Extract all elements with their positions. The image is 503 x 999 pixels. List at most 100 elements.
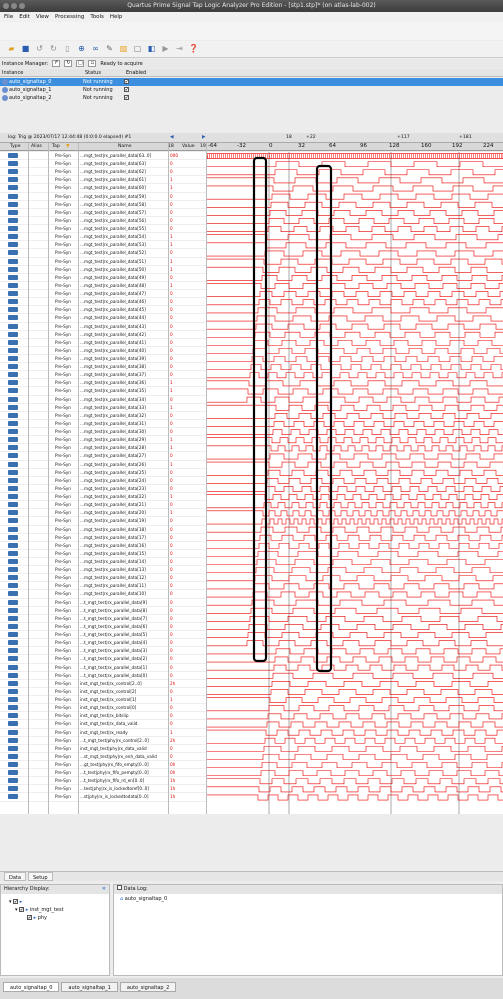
signal-row[interactable]: Pre-Syn ...t_test|phy|rx_fifo_pempty[0..0…: [0, 769, 207, 778]
signal-row[interactable]: Pre-Syn ...mgt_test|rx_parallel_data[36] 1: [0, 379, 207, 388]
signal-row[interactable]: Pre-Syn ...mgt_test|rx_parallel_data[26] 1: [0, 461, 207, 469]
signal-row[interactable]: Pre-Syn inst_mgt_test|phy|rx_data_valid 0: [0, 745, 207, 753]
enabled-checkbox[interactable]: ✔: [124, 79, 129, 84]
signal-row[interactable]: Pre-Syn ...mgt_test|rx_parallel_data[50] 1: [0, 266, 207, 274]
signal-row[interactable]: Pre-Syn ...mgt_test|rx_parallel_data[25] 0: [0, 469, 207, 477]
signal-row[interactable]: Pre-Syn ...mgt_test|rx_parallel_data[18] 0: [0, 526, 207, 534]
signal-row[interactable]: Pre-Syn ...mgt_test|rx_parallel_data[16] 0: [0, 542, 207, 550]
signal-row[interactable]: Pre-Syn ...mgt_test|rx_parallel_data[40] 0: [0, 347, 207, 355]
window-controls[interactable]: [3, 3, 25, 9]
signal-row[interactable]: Pre-Syn ...mgt_test|rx_parallel_data[61] 1: [0, 176, 207, 185]
checkbox[interactable]: ✔: [27, 915, 32, 920]
signal-row[interactable]: Pre-Syn inst_mgt_test|rx_bitslip 0: [0, 712, 207, 721]
signal-row[interactable]: Pre-Syn ...mgt_test|rx_parallel_data[28] 1: [0, 444, 207, 453]
hierarchy-item[interactable]: ▾ ✔ ▸ inst_mgt_test: [15, 907, 64, 913]
menu-processing[interactable]: Processing: [54, 14, 85, 20]
signal-row[interactable]: Pre-Syn ...gt_test|phy|rx_fifo_empty[0..0…: [0, 761, 207, 770]
signal-row[interactable]: Pre-Syn ...mgt_test|rx_parallel_data[12] 0: [0, 574, 207, 583]
run-analysis-button[interactable]: ↱: [52, 60, 61, 67]
signal-row[interactable]: Pre-Syn ...mgt_test|rx_parallel_data[59] 0: [0, 193, 207, 201]
scroll-left-icon[interactable]: ◀: [170, 135, 174, 140]
signal-row[interactable]: Pre-Syn ...t_test|phy|rx_fifo_rd_en[0..0]…: [0, 777, 207, 786]
signal-row[interactable]: Pre-Syn ...mgt_test|rx_parallel_data[29] 1: [0, 436, 207, 445]
data-log-item[interactable]: ⌂ auto_signaltap_0: [120, 896, 168, 902]
menu-tools[interactable]: Tools: [90, 14, 104, 20]
signal-row[interactable]: Pre-Syn ...mgt_test|rx_parallel_data[35] 1: [0, 387, 207, 396]
signal-row[interactable]: Pre-Syn inst_mgt_test|rx_control[2] 0: [0, 688, 207, 697]
signal-row[interactable]: Pre-Syn ...t_mgt_test|rx_parallel_data[5]…: [0, 631, 207, 640]
tab-auto-signaltap-0[interactable]: auto_signaltap_0: [3, 982, 60, 992]
hierarchy-item[interactable]: ✔ ▸ phy: [27, 915, 48, 921]
signal-row[interactable]: Pre-Syn ...mgt_test|rx_parallel_data[33] 1: [0, 404, 207, 412]
signal-row[interactable]: Pre-Syn inst_mgt_test|rx_ready 1: [0, 729, 207, 737]
menu-help[interactable]: Help: [109, 14, 123, 20]
signal-row[interactable]: Pre-Syn ...mgt_test|rx_parallel_data[49] 0: [0, 274, 207, 282]
filter-icon[interactable]: ▼: [66, 144, 70, 149]
signal-row[interactable]: Pre-Syn ...mgt_test|rx_parallel_data[34] 0: [0, 396, 207, 404]
minimize-window-icon[interactable]: [11, 3, 17, 9]
signal-row[interactable]: Pre-Syn inst_mgt_test|rx_control[1] 1: [0, 696, 207, 705]
signal-row[interactable]: Pre-Syn ...mgt_test|rx_parallel_data[15] 0: [0, 550, 207, 558]
signal-row[interactable]: Pre-Syn ...mgt_test|rx_parallel_data[39] 0: [0, 355, 207, 364]
tab-auto-signaltap-1[interactable]: auto_signaltap_1: [61, 982, 118, 992]
stop-analysis-button[interactable]: □: [76, 60, 85, 67]
signal-row[interactable]: Pre-Syn ...mgt_test|rx_parallel_data[42] 0: [0, 331, 207, 339]
maximize-window-icon[interactable]: [19, 3, 25, 9]
signal-row[interactable]: Pre-Syn ...mgt_test|rx_parallel_data[19] 0: [0, 517, 207, 526]
checkbox[interactable]: ✔: [13, 899, 19, 904]
close-icon[interactable]: ✕: [101, 886, 106, 892]
signal-row[interactable]: Pre-Syn ...mgt_test|rx_parallel_data[58] 0: [0, 201, 207, 209]
signal-row[interactable]: Pre-Syn ...mgt_test|rx_parallel_data[54] 1: [0, 233, 207, 242]
signal-row[interactable]: Pre-Syn ...mgt_test|rx_parallel_data[46] 0: [0, 298, 207, 307]
signal-row[interactable]: Pre-Syn ...mgt_test|rx_parallel_data[31] 0: [0, 420, 207, 429]
undo-icon[interactable]: ↺: [36, 44, 43, 53]
save-icon[interactable]: ■: [21, 44, 30, 53]
signal-row[interactable]: Pre-Syn ...mgt_test|rx_parallel_data[51] 1: [0, 258, 207, 266]
redo-icon[interactable]: ↻: [50, 44, 57, 53]
signal-row[interactable]: Pre-Syn ...mgt_test|rx_parallel_data[53] 1: [0, 241, 207, 250]
settings-icon[interactable]: ✎: [106, 44, 113, 53]
signal-row[interactable]: Pre-Syn inst_mgt_test|rx_control[0] 0: [0, 704, 207, 713]
help-icon[interactable]: ❓: [188, 44, 199, 53]
instance-row[interactable]: auto_signaltap_2 Not running ✔: [0, 94, 503, 102]
signal-row[interactable]: Pre-Syn ...mgt_test|rx_parallel_data[44] 0: [0, 314, 207, 323]
signal-row[interactable]: Pre-Syn ...mgt_test|rx_parallel_data[37] 0: [0, 371, 207, 380]
signal-row[interactable]: Pre-Syn ...t_mgt_test|rx_parallel_data[2]…: [0, 655, 207, 664]
signal-row[interactable]: Pre-Syn ...t_mgt_test|phy|rx_control[2..0…: [0, 737, 207, 745]
menu-view[interactable]: View: [35, 14, 49, 20]
signal-row[interactable]: Pre-Syn ...mgt_test|rx_parallel_data[24] 0: [0, 477, 207, 485]
hierarchy-root[interactable]: ▾ ✔ ▸: [9, 899, 23, 905]
signal-row[interactable]: Pre-Syn ...t_mgt_test|rx_parallel_data[3]…: [0, 647, 207, 656]
signal-row[interactable]: Pre-Syn ...mgt_test|rx_parallel_data[27] 0: [0, 452, 207, 461]
signal-row[interactable]: Pre-Syn ...mgt_test|rx_parallel_data[11] 0: [0, 582, 207, 591]
signal-row[interactable]: Pre-Syn ...mgt_test|rx_parallel_data[38] 0: [0, 363, 207, 372]
device-icon[interactable]: ◧: [147, 44, 156, 53]
enabled-checkbox[interactable]: ✔: [124, 95, 129, 100]
signal-row[interactable]: Pre-Syn ...mgt_test|rx_parallel_data[60] 1: [0, 184, 207, 193]
data-log-checkbox[interactable]: [117, 885, 122, 890]
signal-row[interactable]: Pre-Syn ...mgt_test|rx_parallel_data[22] 1: [0, 493, 207, 502]
signal-row[interactable]: Pre-Syn inst_mgt_test|rx_control[2..0] 2h: [0, 680, 207, 688]
signal-row[interactable]: Pre-Syn ...mgt_test|rx_parallel_data[57] 0: [0, 209, 207, 217]
tab-data[interactable]: Data: [4, 872, 26, 881]
signal-row[interactable]: Pre-Syn ...mgt_test|rx_parallel_data[32] 0: [0, 412, 207, 420]
close-window-icon[interactable]: [3, 3, 9, 9]
signal-row[interactable]: Pre-Syn ...t_mgt_test|rx_parallel_data[1]…: [0, 664, 207, 672]
tab-auto-signaltap-2[interactable]: auto_signaltap_2: [119, 982, 177, 992]
signal-row[interactable]: Pre-Syn ...mgt_test|rx_parallel_data[56] 0: [0, 217, 207, 226]
signal-row[interactable]: Pre-Syn inst_mgt_test|rx_data_valid 0: [0, 720, 207, 729]
checkbox[interactable]: ✔: [19, 907, 25, 912]
signal-row[interactable]: Pre-Syn ...test|phy|rx_is_lockedtoref[0..…: [0, 785, 207, 794]
signal-icon[interactable]: ▢: [133, 44, 142, 53]
signal-row[interactable]: Pre-Syn ...mgt_test|rx_parallel_data[20] 1: [0, 509, 207, 518]
signal-row[interactable]: Pre-Syn ...mgt_test|rx_parallel_data[17] 0: [0, 534, 207, 542]
instance-row[interactable]: auto_signaltap_1 Not running ✔: [0, 86, 503, 94]
signal-row[interactable]: Pre-Syn ...t_mgt_test|rx_parallel_data[4]…: [0, 639, 207, 648]
scroll-right-icon[interactable]: ▶: [202, 135, 206, 140]
signal-row[interactable]: Pre-Syn ...mgt_test|rx_parallel_data[55] 0: [0, 225, 207, 234]
read-data-button[interactable]: ▫: [88, 60, 97, 67]
signal-row[interactable]: Pre-Syn ...mgt_test|rx_parallel_data[63] 0: [0, 160, 207, 169]
signal-row[interactable]: Pre-Syn ...t_mgt_test|rx_parallel_data[6]…: [0, 623, 207, 632]
signal-row[interactable]: Pre-Syn ...mgt_test|rx_parallel_data[48] 1: [0, 282, 207, 291]
signal-row[interactable]: Pre-Syn ...mgt_test|rx_parallel_data[62] 0: [0, 168, 207, 177]
